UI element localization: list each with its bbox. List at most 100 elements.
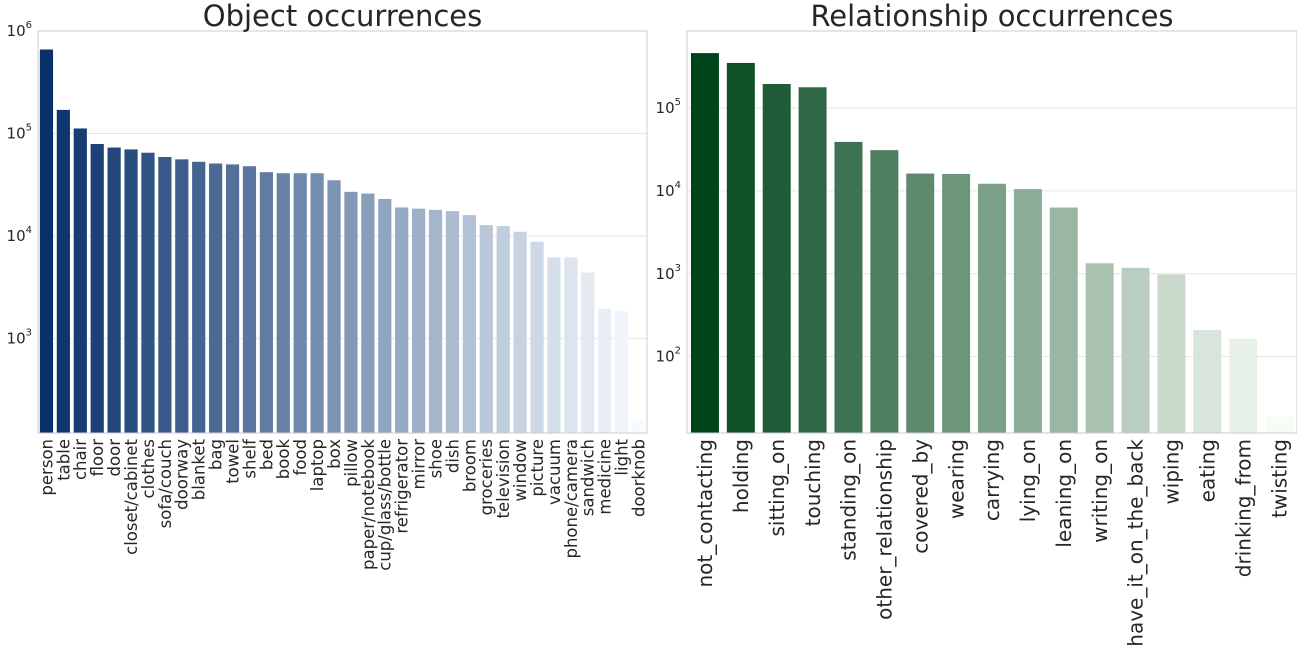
bar [726, 62, 755, 434]
bar [581, 272, 595, 433]
bar [906, 173, 935, 434]
x-tick-label: carrying [980, 439, 1004, 521]
x-tick-label: mirror [410, 439, 429, 490]
x-tick-label: doorknob [629, 439, 648, 517]
bar [107, 147, 121, 433]
x-tick-label: phone/camera [562, 439, 581, 559]
x-tick-label: other_relationship [873, 439, 897, 620]
x-tick-label: lying_on [1016, 439, 1040, 522]
bar [276, 173, 290, 434]
x-tick-label: door [105, 439, 124, 477]
bar [530, 241, 544, 433]
x-tick-label: twisting [1267, 439, 1291, 518]
y-tick-label: 104 [7, 225, 32, 245]
bar [598, 308, 612, 433]
x-tick-label: clothes [139, 439, 158, 498]
bar [327, 180, 341, 433]
bar [462, 215, 476, 433]
bar [259, 172, 273, 433]
bar [1049, 207, 1078, 433]
bar [615, 311, 629, 433]
x-tick-label: leaning_on [1052, 439, 1076, 548]
bar [395, 207, 409, 433]
x-tick-label: food [291, 439, 310, 475]
bar [1157, 274, 1186, 433]
bar [209, 163, 223, 433]
x-tick-label: broom [460, 439, 479, 492]
bar [293, 173, 307, 434]
x-tick-label: holding [729, 439, 753, 513]
x-tick-label: not_contacting [693, 439, 717, 588]
bar [690, 53, 719, 433]
chart-title: Object occurrences [203, 0, 483, 33]
y-tick-label: 103 [656, 263, 681, 283]
x-tick-label: laptop [308, 439, 327, 491]
x-tick-label: have_it_on_the_back [1124, 439, 1148, 647]
x-tick-label: sitting_on [765, 439, 789, 537]
x-tick-label: medicine [596, 439, 615, 515]
bar [90, 144, 104, 433]
x-tick-label: box [325, 439, 344, 469]
x-tick-label: shelf [240, 438, 259, 479]
bar [762, 83, 791, 433]
x-tick-label: refrigerator [393, 439, 412, 534]
x-tick-label: closet/cabinet [122, 438, 141, 554]
x-tick-label: bed [257, 439, 276, 470]
x-tick-label: bag [207, 439, 226, 470]
x-tick-label: table [54, 439, 73, 481]
bar [175, 159, 189, 434]
chart-panel-1: 103 104 105 106 persontablechairfloordoorclo… [7, 0, 649, 571]
bar [141, 152, 155, 433]
bar [1193, 329, 1222, 433]
x-tick-label: picture [528, 439, 547, 497]
x-tick-label: wiping [1160, 439, 1184, 505]
bar [513, 231, 527, 433]
x-tick-label: doorway [173, 439, 192, 510]
x-tick-label: eating [1195, 439, 1219, 502]
x-tick-label: window [511, 439, 530, 502]
bar [631, 420, 646, 433]
bar [39, 49, 54, 434]
x-tick-label: pillow [342, 439, 361, 487]
chart-panel-2: 102 103 104 105 not_contacting holding sitting… [656, 0, 1297, 647]
x-tick-label: wearing [944, 439, 968, 519]
y-tick-label: 105 [7, 123, 32, 143]
bar [1265, 416, 1294, 433]
bar [428, 209, 443, 433]
x-tick-label: television [494, 439, 513, 518]
x-tick-label: light [613, 438, 632, 475]
bar [310, 173, 324, 434]
bar [344, 191, 358, 433]
bar [564, 257, 578, 433]
bar [1013, 189, 1042, 433]
x-tick-label: writing_on [1088, 439, 1112, 543]
bar [978, 183, 1006, 433]
x-tick-label: chair [71, 439, 90, 480]
y-tick-label: 106 [7, 20, 32, 40]
y-tick-label: 102 [656, 346, 681, 366]
bar [192, 161, 206, 433]
bar [798, 87, 827, 433]
x-tick-label: cup/glass/bottle [376, 439, 395, 571]
x-tick-label: blanket [190, 438, 209, 500]
bar [242, 166, 257, 433]
x-tick-label: sandwich [579, 439, 598, 516]
bar [445, 211, 460, 433]
bar [73, 128, 87, 433]
bar [124, 149, 138, 434]
bar [361, 193, 375, 433]
bar [1085, 263, 1114, 433]
x-tick-label: towel [223, 439, 242, 484]
x-tick-label: shoe [426, 439, 445, 478]
bar [547, 257, 561, 433]
x-tick-label: vacuum [545, 439, 564, 505]
bar [834, 141, 863, 433]
x-tick-label: book [274, 439, 293, 480]
chart-title: Relationship occurrences [810, 0, 1173, 33]
bar [56, 109, 70, 434]
bar [870, 150, 899, 434]
y-tick-label: 104 [656, 180, 681, 200]
bar [158, 157, 172, 434]
x-tick-label: floor [88, 439, 107, 477]
